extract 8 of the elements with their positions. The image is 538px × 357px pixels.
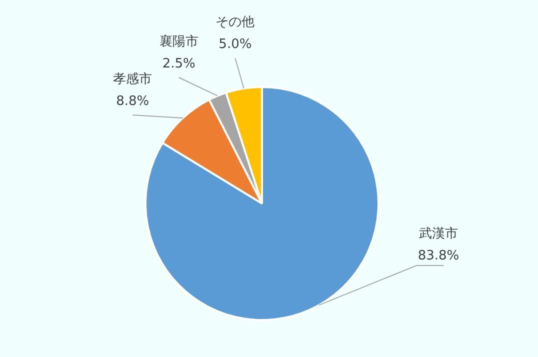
data-label: 2.5% (162, 56, 196, 72)
data-label: 83.8% (418, 248, 460, 264)
slice-label: 武漢市 (419, 226, 458, 242)
data-label: 5.0% (218, 37, 252, 52)
slice-label: 孝感市 (113, 72, 152, 87)
slice-label: 襄陽市 (159, 33, 198, 50)
slice-label: その他 (216, 15, 255, 30)
data-label: 8.8% (116, 94, 150, 109)
